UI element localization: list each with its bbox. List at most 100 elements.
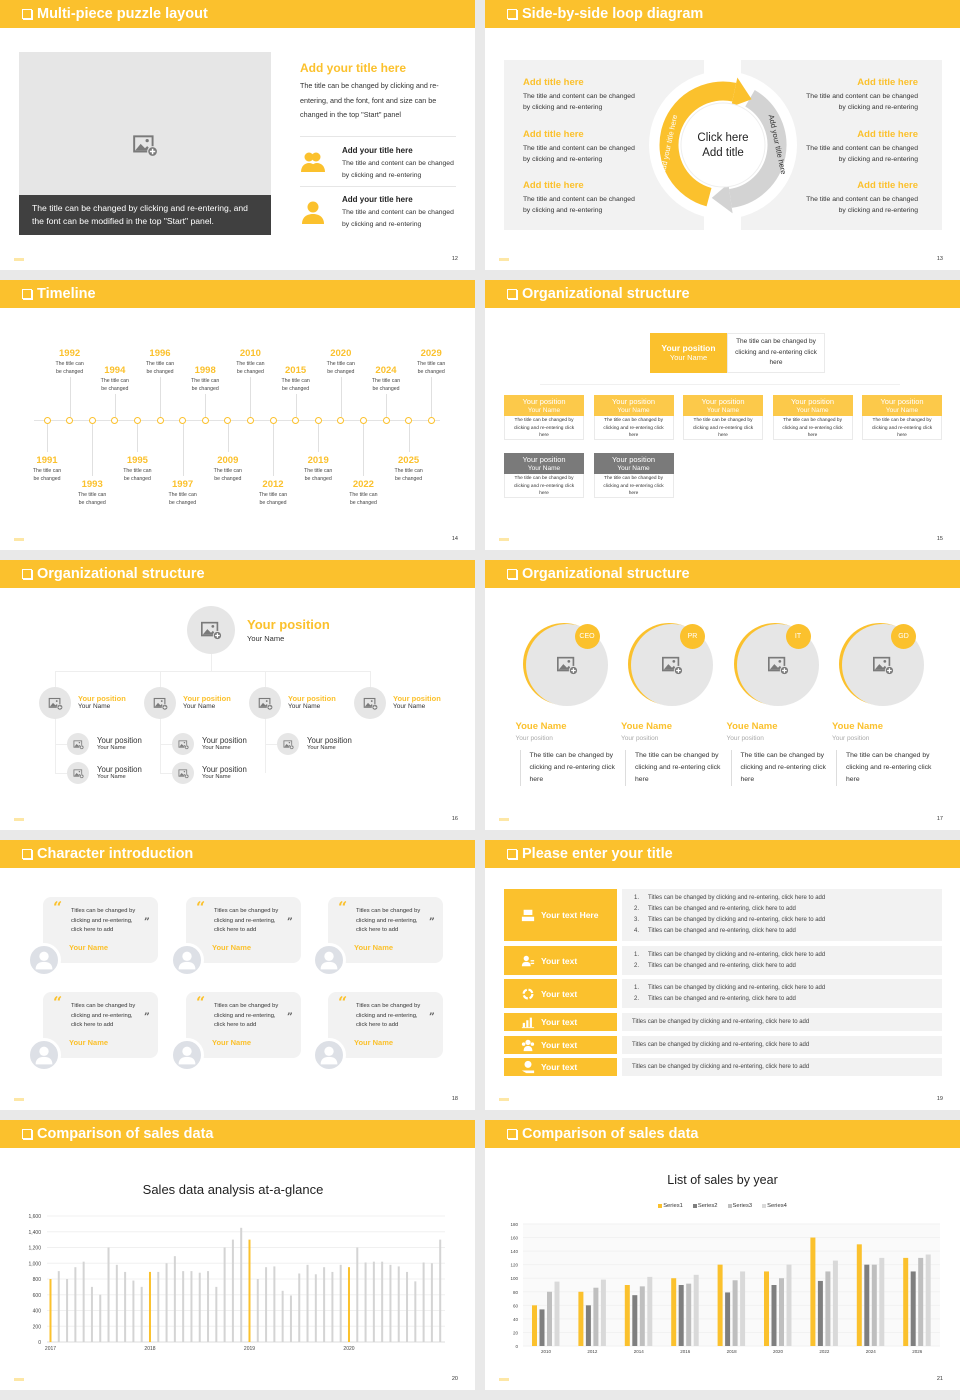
timeline-dot[interactable] (246, 417, 254, 424)
x-tick-label: 2024 (866, 1349, 877, 1354)
member-position: Your position (183, 694, 231, 703)
position-box-header[interactable]: Your position Your Name (504, 395, 584, 416)
timeline-connector (250, 377, 252, 417)
timeline-text: The title can be changed (191, 378, 220, 392)
timeline-dot[interactable] (133, 417, 141, 424)
top-position-box[interactable]: Your position Your Name (650, 333, 727, 373)
row-label-box[interactable]: Your text (504, 1058, 617, 1076)
page-number: 16 (451, 816, 458, 822)
sub-member-photo[interactable] (67, 733, 89, 755)
member-photo[interactable] (354, 687, 386, 719)
page-number: 15 (936, 536, 943, 542)
bar (439, 1239, 442, 1342)
x-tick-label: 2019 (244, 1346, 255, 1352)
member-photo[interactable] (249, 687, 281, 719)
timeline-dot[interactable] (201, 417, 209, 424)
position-box-header[interactable]: Your position Your Name (683, 395, 763, 416)
timeline-dot[interactable] (359, 417, 367, 424)
bar (289, 1295, 292, 1342)
sub-member-photo[interactable] (172, 733, 194, 755)
timeline-year: 1994 (104, 365, 126, 376)
item-text: Titles can be changed by clicking and re… (648, 895, 826, 901)
bar (99, 1294, 102, 1342)
page-number: 14 (451, 536, 458, 542)
checkbox-icon (22, 9, 32, 19)
slide-puzzle-layout: Multi-piece puzzle layout The title can b… (0, 0, 475, 270)
bar (406, 1271, 409, 1342)
bar (364, 1262, 367, 1342)
y-tick-label: 180 (510, 1222, 518, 1227)
timeline-text: The title can be changed (145, 361, 175, 375)
timeline-year: 2024 (375, 365, 397, 376)
bar-series2 (585, 1305, 591, 1346)
position-box-header[interactable]: Your position Your Name (772, 395, 853, 416)
timeline-dot[interactable] (111, 417, 119, 424)
member-photo[interactable] (39, 687, 71, 719)
timeline-connector (408, 424, 410, 452)
timeline-dot[interactable] (88, 417, 96, 424)
row-label-box[interactable]: Your text (504, 1013, 617, 1031)
position-box-header[interactable]: Your position Your Name (593, 453, 674, 474)
member-photo[interactable] (144, 687, 176, 719)
image-caption: The title can be changed by clicking and… (19, 195, 271, 235)
timeline-text: The title can be changed (78, 492, 107, 506)
connector-line (211, 654, 212, 671)
row-label-box[interactable]: Your text (504, 979, 617, 1008)
position-box-header[interactable]: Your position Your Name (504, 453, 584, 474)
slide-header: Please enter your title (485, 840, 960, 868)
connector-line (55, 671, 370, 672)
sub-member-photo[interactable] (67, 762, 89, 784)
timeline-dot[interactable] (292, 417, 300, 424)
row-label-box[interactable]: Your text Here (504, 889, 617, 941)
right-item-text: The title and content can be changed by … (806, 145, 918, 163)
timeline-dot[interactable] (314, 417, 322, 424)
row-item: 2. Titles can be changed and re-entering,… (634, 994, 942, 1005)
timeline-connector (182, 424, 184, 476)
row-label-box[interactable]: Your text (504, 946, 617, 975)
member-description: The title can be changed by clicking and… (625, 750, 721, 786)
x-tick-label: 2016 (680, 1349, 691, 1354)
sub-member-photo[interactable] (277, 733, 299, 755)
position-box-header[interactable]: Your position Your Name (862, 395, 942, 416)
timeline-year: 1995 (126, 455, 148, 466)
timeline-dot[interactable] (427, 417, 435, 424)
timeline-dot[interactable] (405, 417, 413, 424)
bar (314, 1274, 317, 1342)
row-item: Titles can be changed by clicking and re… (632, 1040, 942, 1051)
timeline-dot[interactable] (224, 417, 232, 424)
bar (223, 1247, 226, 1342)
timeline-dot[interactable] (337, 417, 345, 424)
bar (331, 1271, 334, 1342)
top-photo[interactable] (187, 606, 235, 654)
bar-series1 (671, 1278, 677, 1346)
bar-series3 (779, 1278, 784, 1346)
bar (397, 1266, 400, 1342)
row-content: Titles can be changed by clicking and re… (622, 1036, 942, 1054)
timeline-dot[interactable] (156, 417, 164, 424)
bar (148, 1271, 151, 1342)
timeline-dot[interactable] (66, 417, 74, 424)
y-tick-label: 1,400 (28, 1230, 41, 1236)
sub-member-photo[interactable] (172, 762, 194, 784)
add-image-icon (258, 696, 273, 711)
position-box-header[interactable]: Your position Your Name (593, 395, 674, 416)
footer-logo (499, 538, 509, 541)
timeline-dot[interactable] (43, 417, 51, 424)
gray-arc (728, 90, 787, 208)
bar (248, 1239, 251, 1342)
person-name: Your Name (212, 1038, 252, 1047)
row-label-box[interactable]: Your text (504, 1036, 617, 1054)
timeline-dot[interactable] (269, 417, 277, 424)
timeline-text: The title can be changed (304, 468, 333, 482)
footer-logo (14, 258, 24, 261)
timeline-dot[interactable] (382, 417, 390, 424)
timeline-dot[interactable] (179, 417, 187, 424)
member-name: Youe Name (726, 721, 778, 732)
bar-series4 (925, 1254, 931, 1346)
timeline-year: 2020 (330, 348, 352, 359)
checkbox-icon (507, 849, 517, 859)
bar-series1 (856, 1244, 862, 1346)
timeline-text: The title can be changed (394, 468, 423, 482)
x-tick-label: 2020 (343, 1346, 354, 1352)
timeline-text: The title can be changed (236, 361, 265, 375)
